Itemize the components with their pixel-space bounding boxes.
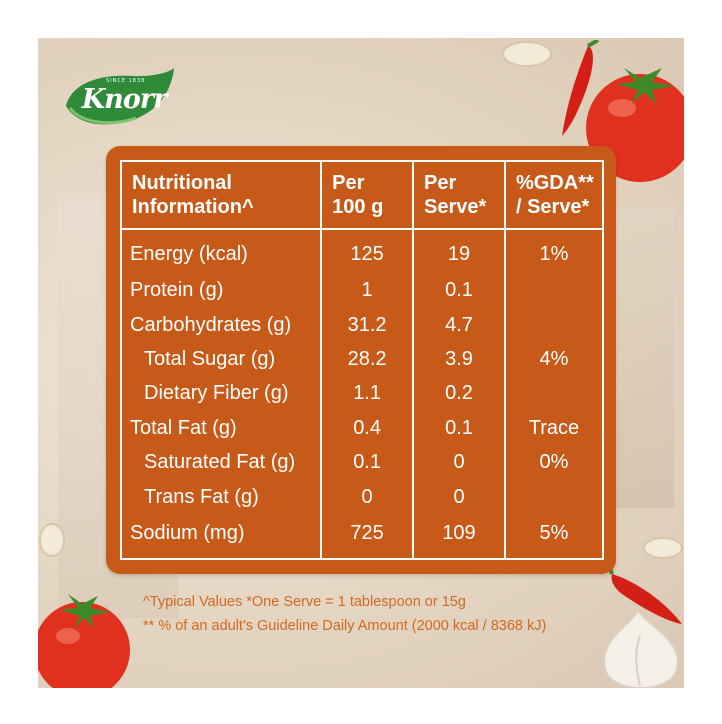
nutrition-panel: Nutritional Information^ Per 100 g Per Serv…: [106, 146, 616, 574]
per-serve-value: 0: [412, 479, 506, 515]
nutrient-name: Protein (g): [119, 273, 323, 309]
per-100g-value: 125: [320, 229, 415, 274]
per-serve-value: 0.1: [412, 411, 506, 446]
table-row: Sodium (mg) 725 109 5%: [119, 514, 605, 560]
gda-value: [503, 479, 605, 515]
per-serve-value: 0: [412, 445, 506, 480]
header-gda-per-serve: %GDA** / Serve*: [503, 160, 605, 230]
gda-value: 4%: [503, 342, 605, 377]
table-header-row: Nutritional Information^ Per 100 g Per Serv…: [119, 160, 605, 230]
header-nutritional-information: Nutritional Information^: [119, 160, 323, 230]
per-serve-value: 109: [412, 514, 506, 560]
nutrient-name: Sodium (mg): [119, 514, 323, 560]
footnote-gda: ** % of an adult's Guideline Daily Amoun…: [143, 618, 547, 634]
nutrient-name: Trans Fat (g): [119, 479, 323, 515]
gda-value: [503, 273, 605, 309]
chili-icon: [562, 40, 600, 136]
logo-wordmark: Knorr: [81, 84, 168, 115]
per-100g-value: 725: [320, 514, 415, 560]
nutrient-name: Dietary Fiber (g): [119, 376, 323, 412]
table-row: Carbohydrates (g) 31.2 4.7: [119, 308, 605, 343]
table-row: Energy (kcal) 125 19 1%: [119, 229, 605, 274]
header-per-serve: Per Serve*: [412, 160, 506, 230]
garlic-clove-icon: [502, 41, 552, 67]
per-serve-value: 0.1: [412, 273, 506, 309]
per-100g-value: 0.1: [320, 445, 415, 480]
garlic-clove-icon: [39, 523, 65, 557]
knorr-logo: SINCE 1838 Knorr: [62, 68, 178, 134]
garlic-clove-icon: [643, 537, 683, 559]
per-100g-value: 0: [320, 479, 415, 515]
table-row: Saturated Fat (g) 0.1 0 0%: [119, 445, 605, 480]
nutrient-name: Total Sugar (g): [119, 342, 323, 377]
nutrient-name: Saturated Fat (g): [119, 445, 323, 480]
nutrient-name: Carbohydrates (g): [119, 308, 323, 343]
nutrient-name: Total Fat (g): [119, 411, 323, 446]
per-serve-value: 3.9: [412, 342, 506, 377]
nutrition-card: SINCE 1838 Knorr: [38, 38, 684, 688]
per-serve-value: 19: [412, 229, 506, 274]
table-row: Dietary Fiber (g) 1.1 0.2: [119, 376, 605, 412]
table-row: Total Fat (g) 0.4 0.1 Trace: [119, 411, 605, 446]
table-row: Trans Fat (g) 0 0: [119, 479, 605, 515]
header-per-100g: Per 100 g: [320, 160, 415, 230]
chili-icon: [606, 561, 682, 624]
tomato-icon: [38, 594, 130, 688]
per-100g-value: 0.4: [320, 411, 415, 446]
gda-value: 5%: [503, 514, 605, 560]
logo-since-text: SINCE 1838: [106, 78, 146, 84]
gda-value: [503, 376, 605, 412]
table-row: Total Sugar (g) 28.2 3.9 4%: [119, 342, 605, 377]
per-serve-value: 4.7: [412, 308, 506, 343]
table-row: Protein (g) 1 0.1: [119, 273, 605, 309]
footnote-typical-values: ^Typical Values *One Serve = 1 tablespoo…: [143, 594, 466, 610]
per-serve-value: 0.2: [412, 376, 506, 412]
per-100g-value: 31.2: [320, 308, 415, 343]
gda-value: Trace: [503, 411, 605, 446]
per-100g-value: 1.1: [320, 376, 415, 412]
gda-value: [503, 308, 605, 343]
per-100g-value: 28.2: [320, 342, 415, 377]
gda-value: 0%: [503, 445, 605, 480]
gda-value: 1%: [503, 229, 605, 274]
nutrient-name: Energy (kcal): [119, 229, 323, 274]
nutrition-table: Nutritional Information^ Per 100 g Per Serv…: [119, 160, 605, 560]
per-100g-value: 1: [320, 273, 415, 309]
garlic-icon: [602, 607, 680, 688]
